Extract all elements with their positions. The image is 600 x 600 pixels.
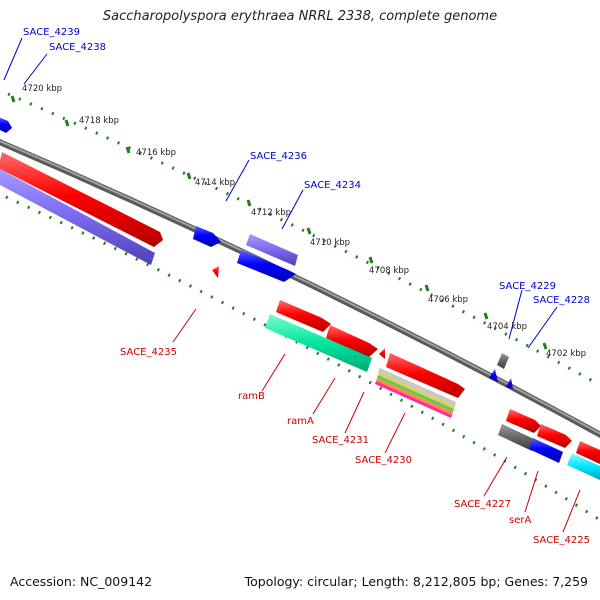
feature-sera[interactable] <box>529 438 563 463</box>
gene-label-sace-4228: SACE_4228 <box>533 295 590 306</box>
feature-ramb-top[interactable] <box>276 300 331 332</box>
ruler-label-4710: 4710 kbp <box>310 238 350 248</box>
gene-label-sace-4231: SACE_4231 <box>312 435 369 446</box>
feature-gray-sera[interactable] <box>498 424 536 451</box>
forward-strand-features[interactable] <box>0 117 513 389</box>
gene-label-sera: serA <box>509 515 531 526</box>
genome-summary-text: Topology: circular; Length: 8,212,805 bp… <box>244 574 588 589</box>
gene-label-sace-4236: SACE_4236 <box>250 151 307 162</box>
feature-sace-4227[interactable] <box>506 409 541 433</box>
gene-label-sace-4227: SACE_4227 <box>454 499 511 510</box>
gene-label-rama: ramA <box>287 416 314 427</box>
feature-blue-mid[interactable] <box>237 250 296 282</box>
top-gene-labels: SACE_4239 SACE_4238 SACE_4236 SACE_4234 … <box>23 27 590 306</box>
bottom-gene-labels: SACE_4235 ramB ramA SACE_4231 SACE_4230 … <box>120 347 590 546</box>
feature-sace-4225[interactable] <box>567 453 600 480</box>
feature-sace-4228[interactable] <box>489 369 498 382</box>
gene-label-sace-4230: SACE_4230 <box>355 455 412 466</box>
map-title: Saccharopolyspora erythraea NRRL 2338, c… <box>102 9 498 24</box>
ruler-label-4720: 4720 kbp <box>22 84 62 94</box>
feature-sace-4236[interactable] <box>193 226 221 247</box>
gene-label-sace-4234: SACE_4234 <box>304 180 361 191</box>
feature-ramb[interactable] <box>265 314 372 372</box>
gene-label-ramb: ramB <box>238 391 265 402</box>
ruler-ticks <box>10 95 548 350</box>
feature-rama-top[interactable] <box>326 325 378 358</box>
feature-red-right-a[interactable] <box>537 424 572 448</box>
accession-text: Accession: NC_009142 <box>10 574 153 589</box>
ruler-label-4714: 4714 kbp <box>195 178 235 188</box>
bottom-label-leaders <box>172 308 581 533</box>
gene-label-sace-4238: SACE_4238 <box>49 42 106 53</box>
feature-violet-left[interactable] <box>0 168 155 265</box>
feature-sace-4230[interactable] <box>375 368 456 418</box>
ruler-label-4704: 4704 kbp <box>487 322 527 332</box>
feature-sace-4231[interactable] <box>386 353 465 398</box>
ruler-label-4716: 4716 kbp <box>136 148 176 158</box>
gene-label-sace-4239: SACE_4239 <box>23 27 80 38</box>
gene-label-sace-4229: SACE_4229 <box>499 281 556 292</box>
top-label-leaders <box>3 37 558 349</box>
ruler-label-4708: 4708 kbp <box>369 266 409 276</box>
genome-backbone <box>0 139 600 438</box>
ruler-label-4702: 4702 kbp <box>546 349 586 359</box>
feature-sace-4234[interactable] <box>246 234 298 266</box>
ruler-label-4718: 4718 kbp <box>79 116 119 126</box>
feature-red-right-b[interactable] <box>576 441 600 464</box>
ruler-labels: 4720 kbp 4718 kbp 4716 kbp 4714 kbp 4712… <box>22 84 586 359</box>
reverse-strand-features[interactable] <box>0 152 600 480</box>
feature-red-left[interactable] <box>0 152 163 247</box>
gene-label-sace-4225: SACE_4225 <box>533 535 590 546</box>
ruler-label-4706: 4706 kbp <box>428 295 468 305</box>
gene-label-sace-4235: SACE_4235 <box>120 347 177 358</box>
feature-small-blue[interactable] <box>506 378 513 389</box>
feature-small-red[interactable] <box>379 348 385 359</box>
inner-ruler <box>0 192 600 522</box>
feature-sace-4235[interactable] <box>212 266 219 278</box>
feature-sace-4239[interactable] <box>0 117 12 133</box>
feature-sace-4229[interactable] <box>497 353 509 369</box>
ruler-label-4712: 4712 kbp <box>251 208 291 218</box>
